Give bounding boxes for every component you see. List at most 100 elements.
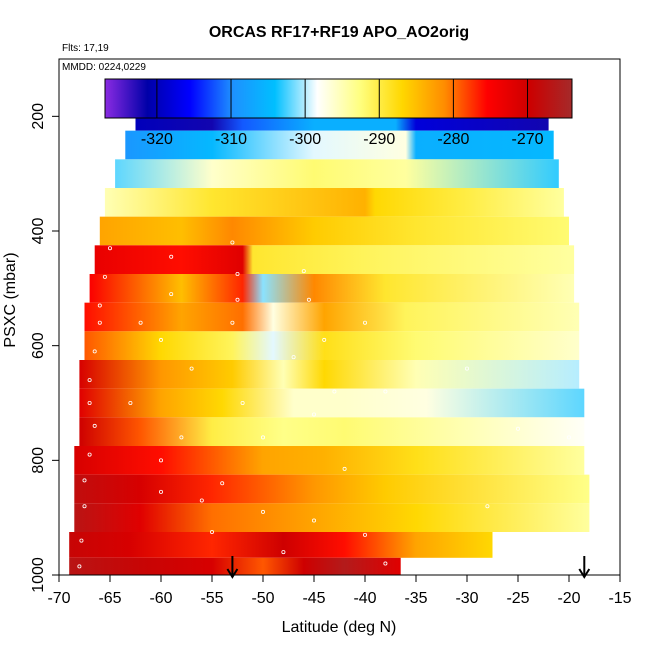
colorbar-gradient xyxy=(104,78,573,119)
sample-marker xyxy=(209,530,214,535)
sample-marker xyxy=(240,400,245,405)
sample-marker xyxy=(567,435,572,440)
heatmap-row xyxy=(84,302,580,332)
x-tick-label: -30 xyxy=(455,590,478,607)
x-tick-label: -15 xyxy=(608,590,631,607)
sample-marker xyxy=(138,320,143,325)
sample-marker xyxy=(281,550,286,555)
x-tick-label: -40 xyxy=(353,590,376,607)
sample-marker xyxy=(158,489,163,494)
x-tick-label: -50 xyxy=(251,590,274,607)
location-arrow-head xyxy=(226,568,239,579)
sample-marker xyxy=(92,423,97,428)
sample-marker xyxy=(220,481,225,486)
sample-marker xyxy=(342,466,347,471)
colorbar-tick-label: -290 xyxy=(363,131,395,148)
colorbar-tick-label: -300 xyxy=(289,131,321,148)
y-tick-label: 600 xyxy=(30,332,47,359)
heatmap-row xyxy=(125,130,554,160)
sample-marker xyxy=(79,538,84,543)
heatmap-row xyxy=(79,388,585,418)
chart-title: ORCAS RF17+RF19 APO_AO2orig xyxy=(209,24,469,41)
sample-marker xyxy=(362,532,367,537)
sample-marker xyxy=(189,366,194,371)
x-tick-label: -45 xyxy=(302,590,325,607)
heatmap-row xyxy=(89,274,575,303)
sample-marker xyxy=(291,355,296,360)
heatmap-row xyxy=(79,360,580,389)
sample-marker xyxy=(230,240,235,245)
y-axis-label: PSXC (mbar) xyxy=(2,252,19,347)
sample-marker xyxy=(128,400,133,405)
heatmap-row xyxy=(74,474,590,504)
sample-marker xyxy=(322,337,327,342)
y-tick-label: 400 xyxy=(30,218,47,245)
sample-marker xyxy=(169,292,174,297)
sample-marker xyxy=(82,478,87,483)
colorbar-tick-label: -320 xyxy=(141,131,173,148)
colorbar-tick-label: -310 xyxy=(215,131,247,148)
sample-marker xyxy=(383,561,388,566)
sample-marker xyxy=(464,366,469,371)
sample-marker xyxy=(311,412,316,417)
heatmap-row xyxy=(94,245,575,274)
x-tick-label: -55 xyxy=(200,590,223,607)
sample-marker xyxy=(230,320,235,325)
sample-marker xyxy=(516,426,521,431)
sample-marker xyxy=(362,320,367,325)
y-tick-label: 200 xyxy=(30,103,47,130)
heatmap-row xyxy=(99,216,570,246)
sample-marker xyxy=(179,435,184,440)
sample-marker xyxy=(235,297,240,302)
sample-marker xyxy=(108,246,113,251)
sample-marker xyxy=(199,498,204,503)
sample-marker xyxy=(235,271,240,276)
location-arrows xyxy=(226,556,591,579)
heatmap-row xyxy=(69,557,401,575)
heatmap-row xyxy=(69,532,493,558)
colorbar-tick-label: -280 xyxy=(437,131,469,148)
date-info: MMDD: 0224,0229 xyxy=(62,62,146,73)
x-tick-label: -20 xyxy=(557,590,580,607)
sample-marker xyxy=(158,458,163,463)
x-axis: -70 -65 -60 -55 -50 -45 -40 -35 -30 -25 -20 -15 xyxy=(47,574,632,607)
sample-marker xyxy=(332,389,337,394)
y-axis: 200 400 600 800 1000 xyxy=(30,103,60,593)
heatmap-row xyxy=(104,188,564,217)
sample-marker xyxy=(577,538,582,543)
sample-marker xyxy=(485,504,490,509)
sample-marker xyxy=(92,349,97,354)
x-axis-label: Latitude (deg N) xyxy=(282,619,397,636)
sample-marker xyxy=(82,504,87,509)
heatmap-cells xyxy=(69,102,590,575)
location-arrow-head xyxy=(578,568,591,579)
sample-marker xyxy=(260,435,265,440)
colorbar: -320 -310 -300 -290 -280 -270 xyxy=(104,78,573,148)
sample-marker xyxy=(260,509,265,514)
heatmap-row xyxy=(115,159,559,188)
sample-marker xyxy=(311,518,316,523)
x-tick-label: -70 xyxy=(47,590,70,607)
y-tick-label: 1000 xyxy=(30,557,47,593)
sample-marker xyxy=(87,378,92,383)
sample-marker xyxy=(77,564,82,569)
heatmap-row xyxy=(84,331,580,360)
sample-marker xyxy=(97,303,102,308)
heatmap-row xyxy=(74,446,585,475)
x-tick-label: -25 xyxy=(506,590,529,607)
heatmap-row xyxy=(74,503,590,532)
sample-marker xyxy=(306,297,311,302)
sample-marker xyxy=(383,389,388,394)
x-tick-label: -65 xyxy=(98,590,121,607)
sample-marker xyxy=(158,337,163,342)
y-tick-label: 800 xyxy=(30,447,47,474)
sample-marker xyxy=(169,254,174,259)
sample-marker xyxy=(87,452,92,457)
flights-info: Flts: 17,19 xyxy=(62,43,109,54)
heatmap-row xyxy=(79,417,585,446)
x-tick-label: -60 xyxy=(149,590,172,607)
x-tick-label: -35 xyxy=(404,590,427,607)
sample-marker xyxy=(301,269,306,274)
colorbar-tick-label: -270 xyxy=(512,131,544,148)
